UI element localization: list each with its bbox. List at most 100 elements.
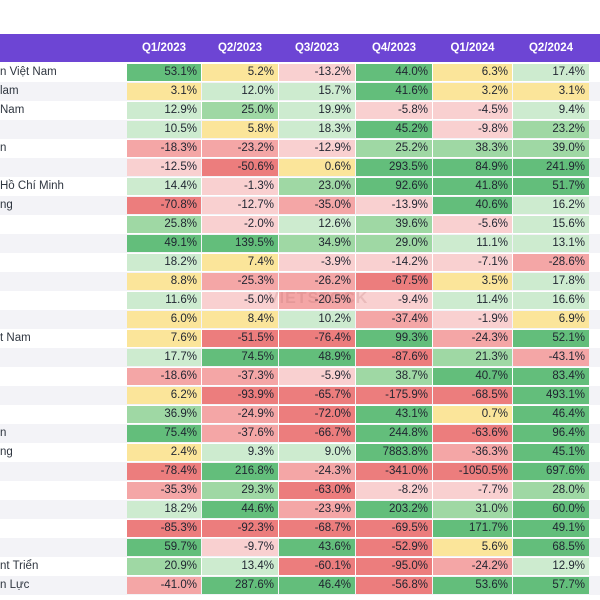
row-name: n Lực xyxy=(0,576,126,595)
table-row: 18.2% 44.6% -23.9% 203.2% 31.0% 60.0% xyxy=(0,500,600,519)
value-cell: -4.5% xyxy=(433,102,512,119)
row-name: Nam xyxy=(0,101,126,120)
value-cell: -13.2% xyxy=(279,64,355,81)
value-cell: 17.4% xyxy=(513,64,589,81)
value-cell: -76.4% xyxy=(279,330,355,347)
row-name: ng xyxy=(0,196,126,215)
value-cell: -5.6% xyxy=(433,216,512,233)
table-row: 10.5% 5.8% 18.3% 45.2% -9.8% 23.2% xyxy=(0,120,600,139)
value-cell: -37.4% xyxy=(356,311,432,328)
value-cell: 49.1% xyxy=(513,520,589,537)
value-cell: 57.7% xyxy=(513,577,589,594)
value-cell: 53.6% xyxy=(433,577,512,594)
column-header-5: Q1/2024 xyxy=(433,34,512,62)
table-row: -18.6% -37.3% -5.9% 38.7% 40.7% 83.4% xyxy=(0,367,600,386)
table-row: n Việt Nam 53.1% 5.2% -13.2% 44.0% 6.3% 17.4% xyxy=(0,63,600,82)
value-cell: 0.6% xyxy=(279,159,355,176)
value-cell: 6.3% xyxy=(433,64,512,81)
row-name xyxy=(0,215,126,234)
value-cell: 11.1% xyxy=(433,235,512,252)
row-name xyxy=(0,272,126,291)
value-cell: -18.6% xyxy=(127,368,201,385)
value-cell: 11.4% xyxy=(433,292,512,309)
value-cell: -60.1% xyxy=(279,558,355,575)
value-cell: 39.6% xyxy=(356,216,432,233)
value-cell: -9.7% xyxy=(202,539,278,556)
value-cell: -63.6% xyxy=(433,425,512,442)
value-cell: 9.3% xyxy=(202,444,278,461)
value-cell: -7.7% xyxy=(433,482,512,499)
value-cell: -1.3% xyxy=(202,178,278,195)
value-cell: -2.0% xyxy=(202,216,278,233)
value-cell: -67.5% xyxy=(356,273,432,290)
value-cell: 12.9% xyxy=(127,102,201,119)
row-name xyxy=(0,367,126,386)
value-cell: -87.6% xyxy=(356,349,432,366)
value-cell: 59.7% xyxy=(127,539,201,556)
table-row: -12.5% -50.6% 0.6% 293.5% 84.9% 241.9% xyxy=(0,158,600,177)
value-cell: -63.0% xyxy=(279,482,355,499)
table-row: n Lực -41.0% 287.6% 46.4% -56.8% 53.6% 57.7% xyxy=(0,576,600,595)
row-name xyxy=(0,386,126,405)
value-cell: 6.9% xyxy=(513,311,589,328)
value-cell: -12.7% xyxy=(202,197,278,214)
value-cell: 18.3% xyxy=(279,121,355,138)
value-cell: -78.4% xyxy=(127,463,201,480)
table-row: 25.8% -2.0% 12.6% 39.6% -5.6% 15.6% xyxy=(0,215,600,234)
value-cell: 244.8% xyxy=(356,425,432,442)
value-cell: 15.6% xyxy=(513,216,589,233)
value-cell: 52.1% xyxy=(513,330,589,347)
value-cell: 7.4% xyxy=(202,254,278,271)
value-cell: 21.3% xyxy=(433,349,512,366)
row-name: n xyxy=(0,139,126,158)
value-cell: -41.0% xyxy=(127,577,201,594)
value-cell: 23.2% xyxy=(513,121,589,138)
value-cell: 5.6% xyxy=(433,539,512,556)
value-cell: -24.3% xyxy=(433,330,512,347)
value-cell: -5.8% xyxy=(356,102,432,119)
table-row: Hồ Chí Minh 14.4% -1.3% 23.0% 92.6% 41.8% 51.7… xyxy=(0,177,600,196)
row-name xyxy=(0,519,126,538)
value-cell: -50.6% xyxy=(202,159,278,176)
value-cell: -1050.5% xyxy=(433,463,512,480)
value-cell: 12.9% xyxy=(513,558,589,575)
value-cell: -7.1% xyxy=(433,254,512,271)
value-cell: -26.2% xyxy=(279,273,355,290)
value-cell: -68.5% xyxy=(433,387,512,404)
value-cell: -37.6% xyxy=(202,425,278,442)
value-cell: 6.0% xyxy=(127,311,201,328)
column-header-2: Q2/2023 xyxy=(202,34,278,62)
value-cell: 41.8% xyxy=(433,178,512,195)
value-cell: 17.7% xyxy=(127,349,201,366)
value-cell: 12.0% xyxy=(202,83,278,100)
value-cell: 203.2% xyxy=(356,501,432,518)
value-cell: 49.1% xyxy=(127,235,201,252)
table-row: -78.4% 216.8% -24.3% -341.0% -1050.5% 697.6% xyxy=(0,462,600,481)
value-cell: -14.2% xyxy=(356,254,432,271)
row-name: Hồ Chí Minh xyxy=(0,177,126,196)
column-header-4: Q4/2023 xyxy=(356,34,432,62)
row-name: t Nam xyxy=(0,329,126,348)
table-row: ng -70.8% -12.7% -35.0% -13.9% 40.6% 16.2% xyxy=(0,196,600,215)
value-cell: -35.3% xyxy=(127,482,201,499)
table-row: lam 3.1% 12.0% 15.7% 41.6% 3.2% 3.1% xyxy=(0,82,600,101)
value-cell: 96.4% xyxy=(513,425,589,442)
value-cell: -93.9% xyxy=(202,387,278,404)
value-cell: 3.2% xyxy=(433,83,512,100)
value-cell: 11.6% xyxy=(127,292,201,309)
value-cell: 99.3% xyxy=(356,330,432,347)
value-cell: -70.8% xyxy=(127,197,201,214)
value-cell: -5.9% xyxy=(279,368,355,385)
value-cell: 15.7% xyxy=(279,83,355,100)
value-cell: -175.9% xyxy=(356,387,432,404)
value-cell: 46.4% xyxy=(279,577,355,594)
value-cell: 38.7% xyxy=(356,368,432,385)
row-name xyxy=(0,291,126,310)
value-cell: 13.4% xyxy=(202,558,278,575)
value-cell: 5.2% xyxy=(202,64,278,81)
value-cell: 51.7% xyxy=(513,178,589,195)
value-cell: 10.5% xyxy=(127,121,201,138)
value-cell: 45.2% xyxy=(356,121,432,138)
value-cell: -8.2% xyxy=(356,482,432,499)
value-cell: -24.3% xyxy=(279,463,355,480)
